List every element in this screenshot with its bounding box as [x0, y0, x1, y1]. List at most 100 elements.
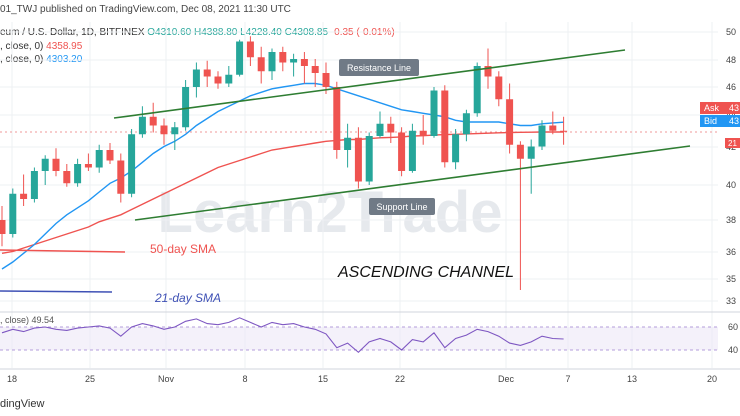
candle-body [290, 59, 298, 63]
candle-body [182, 87, 190, 128]
rsi-pane: , close) 49.54 60 40 [0, 311, 740, 355]
candle-body [236, 41, 244, 75]
candle-body [41, 158, 49, 171]
candle-body [203, 69, 211, 77]
ma1-label: , close, 0) [0, 41, 44, 52]
sma50-annotation: 50-day SMA [150, 242, 216, 256]
watermark-logo: Learn2Trade [158, 180, 503, 245]
time-tick-label: 20 [707, 374, 717, 384]
time-tick-label: 25 [85, 374, 95, 384]
price-tick-label: 38 [726, 215, 736, 225]
resistance-label: Resistance Line [347, 63, 411, 73]
candle-body [0, 220, 6, 234]
rsi-tick-label: 40 [728, 345, 738, 355]
time-tick-label: Dec [498, 374, 515, 384]
time-tick-label: 15 [318, 374, 328, 384]
ask-label: Ask [704, 103, 720, 113]
candle-body [138, 116, 146, 135]
time-tick-label: 22 [395, 374, 405, 384]
candle-body [171, 127, 179, 135]
candle-body [268, 52, 276, 72]
candle-body [516, 144, 524, 159]
rsi-tick-label: 60 [728, 322, 738, 332]
time-tick-label: 13 [627, 374, 637, 384]
sma50-series [1, 131, 564, 254]
price-tick-label: 35 [726, 274, 736, 284]
time-tick-label: 18 [7, 374, 17, 384]
candle-body [527, 146, 535, 159]
resistance-label-box: Resistance Line [339, 59, 419, 76]
bid-value: 43 [729, 116, 739, 126]
candle-body [365, 136, 373, 182]
candle-body [344, 137, 352, 150]
candle-body [84, 164, 92, 168]
sma50-reference-line [0, 249, 126, 253]
sma21-series [1, 82, 564, 270]
publish-info: 01_TWJ published on TradingView.com, Dec… [0, 4, 291, 15]
candle-body [387, 123, 395, 133]
candle-body [506, 99, 514, 145]
ma1-legend: , close, 0) 4358.95 [0, 41, 82, 52]
candle-body [63, 171, 71, 184]
chart-title-annotation: ASCENDING CHANNEL [337, 264, 514, 281]
candle-body [117, 160, 125, 194]
sma21-reference-line [0, 290, 113, 293]
channel-lines [0, 49, 691, 293]
candle-body [473, 66, 481, 114]
candle-body [333, 87, 341, 150]
candle-body [322, 73, 330, 87]
price-axis-bg [718, 20, 740, 310]
tradingview-brand: dingView [0, 398, 45, 410]
candle-body [279, 52, 287, 63]
candle-body [106, 150, 114, 161]
price-axis: 50484644424038363533 [718, 20, 740, 310]
time-tick-label: Nov [158, 374, 175, 384]
candle-body [246, 41, 254, 58]
candle-body [9, 193, 17, 234]
candle-body [408, 130, 416, 171]
ask-value: 43 [729, 103, 739, 113]
price-tick-label: 50 [726, 27, 736, 37]
support-label-box: Support Line [369, 198, 435, 215]
candle-body [419, 130, 427, 136]
candle-body [160, 125, 168, 135]
candle-body [398, 132, 406, 171]
time-axis: 18 25 Nov 8 15 22 Dec 7 13 20 [0, 368, 740, 384]
candle-body [225, 74, 233, 84]
resistance-trendline [113, 49, 626, 119]
candle-body [149, 116, 157, 126]
support-label: Support Line [376, 202, 427, 212]
candle-body [560, 130, 568, 132]
candle-body [52, 158, 60, 171]
candle-body [300, 59, 308, 66]
candle-body [495, 76, 503, 100]
candle-body [95, 150, 103, 168]
candle-body [462, 113, 470, 135]
quote-tags: Ask 43 Bid 43 21 [700, 102, 740, 148]
price-tick-label: 46 [726, 82, 736, 92]
candle-body [192, 69, 200, 87]
rsi-series [1, 317, 564, 354]
candle-body [376, 123, 384, 136]
candle-body [484, 66, 492, 77]
price-tick-label: 36 [726, 247, 736, 257]
candle-body [214, 76, 222, 84]
price-tick-label: 40 [726, 180, 736, 190]
candle-body [74, 164, 82, 184]
time-tick-label: 8 [242, 374, 247, 384]
candle-body [538, 125, 546, 147]
candle-body [257, 57, 265, 72]
price-tick-label: 33 [726, 296, 736, 306]
ma1-value: 4358.95 [46, 41, 83, 52]
candle-body [430, 90, 438, 136]
sma21-annotation: 21-day SMA [154, 291, 221, 305]
candle-body [441, 90, 449, 163]
candle-body [354, 137, 362, 182]
candle-body [128, 134, 136, 194]
candle-body [311, 66, 319, 73]
price-tick-label: 48 [726, 55, 736, 65]
rsi-label: , close) 49.54 [0, 315, 54, 325]
support-trendline [134, 145, 691, 221]
candle-body [452, 134, 460, 163]
